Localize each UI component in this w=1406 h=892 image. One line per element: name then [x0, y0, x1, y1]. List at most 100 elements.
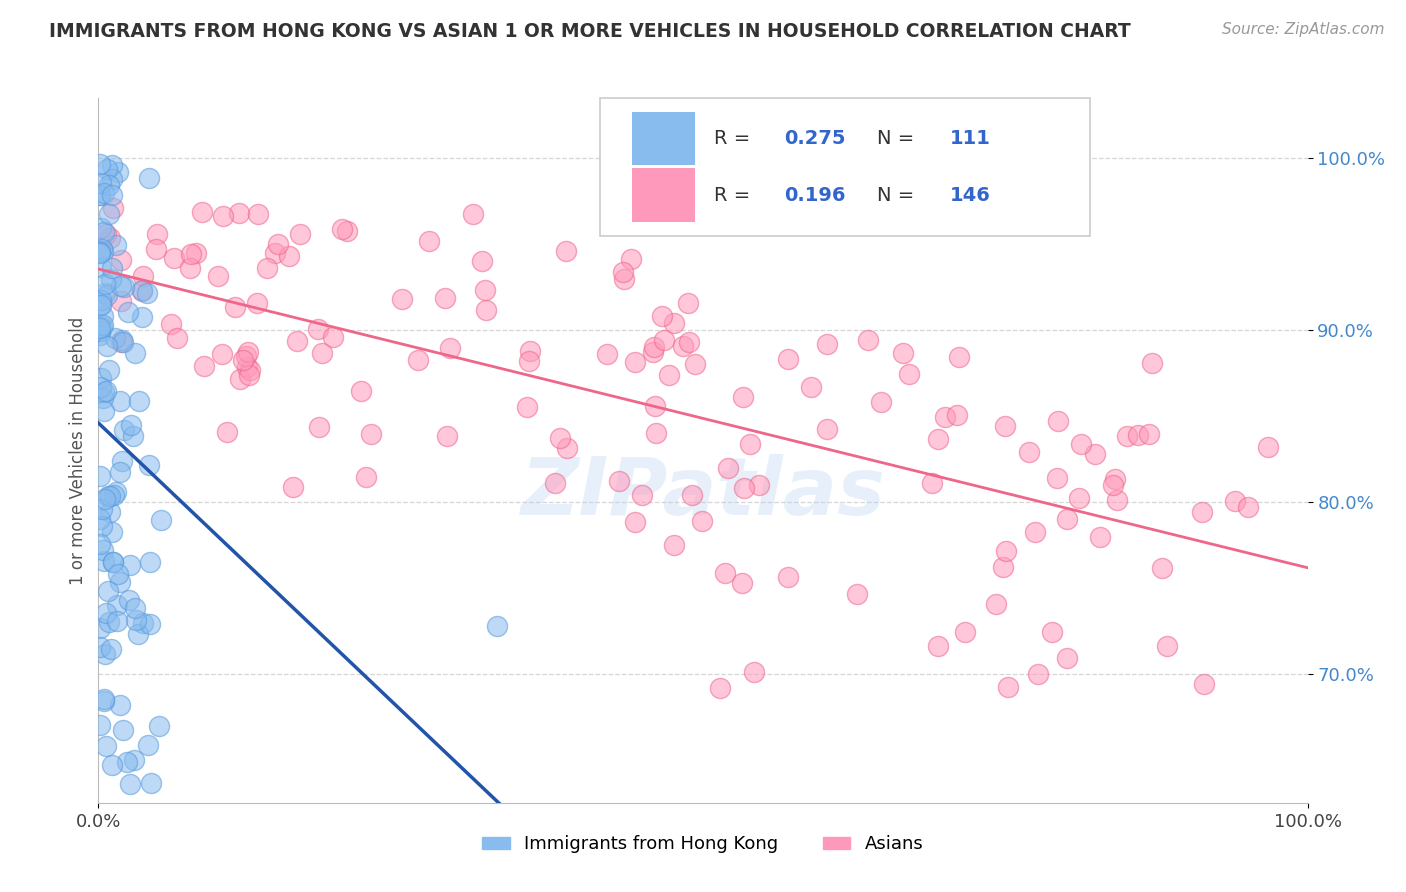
Point: [714, 566, 737, 581]
Point: [311, 346, 333, 360]
Point: [678, 335, 700, 350]
Point: [946, 408, 969, 422]
Point: [94, 285, 117, 300]
Point: [238, 368, 260, 383]
Point: [1088, 530, 1111, 544]
Point: [107, 164, 129, 178]
Point: [120, 558, 142, 572]
Point: [236, 359, 259, 374]
Point: [1018, 445, 1040, 459]
Point: [159, 317, 181, 331]
Point: [93, 244, 115, 258]
Point: [927, 639, 949, 653]
Point: [110, 334, 132, 349]
Point: [89, 245, 111, 260]
Point: [439, 341, 461, 355]
Point: [100, 271, 122, 285]
Point: [93, 384, 115, 399]
Point: [322, 329, 344, 343]
Point: [624, 515, 647, 529]
Point: [644, 425, 666, 440]
Point: [475, 302, 498, 317]
Point: [672, 339, 695, 353]
Point: [1257, 441, 1279, 455]
Point: [1040, 624, 1063, 639]
Point: [89, 188, 111, 202]
Point: [717, 460, 740, 475]
Point: [1223, 494, 1246, 508]
Point: [138, 458, 160, 472]
Point: [953, 624, 976, 639]
Point: [308, 419, 330, 434]
Point: [612, 265, 634, 279]
Point: [1191, 505, 1213, 519]
Point: [267, 237, 290, 252]
Point: [100, 171, 122, 186]
Y-axis label: 1 or more Vehicles in Household: 1 or more Vehicles in Household: [69, 317, 87, 584]
Point: [554, 244, 576, 259]
Point: [436, 429, 458, 443]
Point: [193, 359, 215, 373]
Point: [111, 334, 134, 348]
Point: [89, 187, 111, 202]
Point: [1128, 427, 1150, 442]
FancyBboxPatch shape: [631, 112, 695, 165]
Text: 0.275: 0.275: [785, 129, 845, 148]
Point: [898, 367, 921, 381]
Point: [89, 469, 111, 483]
Point: [110, 252, 132, 267]
Point: [90, 380, 112, 394]
Point: [90, 293, 112, 307]
Point: [120, 417, 142, 432]
Point: [1137, 426, 1160, 441]
Point: [1101, 478, 1123, 492]
Point: [105, 598, 128, 612]
Point: [166, 331, 188, 345]
Text: 146: 146: [949, 186, 991, 204]
Point: [97, 584, 120, 599]
Point: [1070, 437, 1092, 451]
Point: [89, 718, 111, 732]
Point: [643, 345, 665, 359]
Point: [98, 490, 121, 504]
Point: [934, 410, 956, 425]
FancyBboxPatch shape: [631, 169, 695, 222]
Point: [94, 739, 117, 753]
Point: [1026, 667, 1049, 681]
Point: [307, 322, 329, 336]
Point: [1067, 491, 1090, 505]
Point: [994, 418, 1017, 433]
Point: [105, 238, 128, 252]
Point: [94, 277, 117, 291]
Point: [986, 598, 1008, 612]
Point: [136, 739, 159, 753]
Point: [98, 363, 121, 377]
Point: [927, 432, 949, 446]
Point: [90, 371, 112, 385]
Point: [117, 305, 139, 319]
Point: [486, 618, 509, 632]
Point: [108, 574, 131, 589]
Point: [1192, 677, 1215, 691]
Point: [519, 344, 541, 359]
Point: [89, 512, 111, 526]
Point: [89, 246, 111, 260]
Point: [124, 345, 146, 359]
Point: [105, 484, 128, 499]
Point: [360, 426, 382, 441]
Point: [651, 310, 673, 324]
Point: [101, 261, 124, 276]
Point: [89, 324, 111, 338]
Point: [139, 555, 162, 569]
Text: N =: N =: [877, 129, 921, 148]
Point: [145, 227, 167, 241]
Point: [776, 570, 799, 584]
Point: [738, 437, 761, 451]
Point: [232, 352, 254, 367]
Point: [124, 601, 146, 615]
Point: [93, 554, 115, 568]
Point: [290, 227, 312, 242]
Point: [104, 330, 127, 344]
Point: [96, 606, 118, 620]
Point: [1237, 500, 1260, 514]
